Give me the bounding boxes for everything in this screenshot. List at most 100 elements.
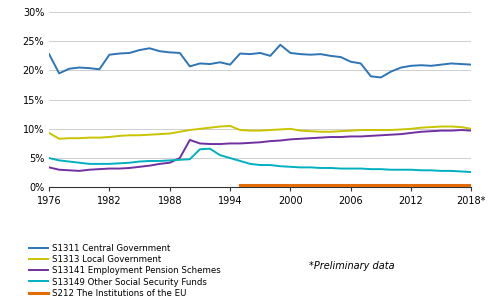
S1313 Local Government: [147, 133, 153, 137]
S13149 Other Social Security Funds: [46, 156, 52, 160]
S1311 Central Government: [247, 52, 253, 56]
S1311 Central Government: [257, 51, 263, 55]
S13141 Employment Pension Schemes: [227, 142, 233, 145]
S1313 Local Government: [428, 125, 434, 129]
S1313 Local Government: [86, 136, 92, 140]
S1311 Central Government: [157, 50, 163, 53]
S1313 Local Government: [247, 129, 253, 132]
S13149 Other Social Security Funds: [237, 159, 243, 163]
S13141 Employment Pension Schemes: [257, 140, 263, 144]
S13141 Employment Pension Schemes: [107, 167, 112, 170]
S1311 Central Government: [378, 76, 384, 79]
S13149 Other Social Security Funds: [408, 168, 414, 172]
S13149 Other Social Security Funds: [358, 167, 364, 170]
S13149 Other Social Security Funds: [197, 147, 203, 151]
S1313 Local Government: [338, 129, 344, 133]
S13149 Other Social Security Funds: [257, 163, 263, 167]
S13149 Other Social Security Funds: [267, 163, 273, 167]
S1311 Central Government: [107, 53, 112, 56]
S1313 Local Government: [438, 125, 444, 128]
S13141 Employment Pension Schemes: [76, 169, 82, 173]
S13141 Employment Pension Schemes: [348, 135, 354, 138]
S1311 Central Government: [298, 52, 303, 56]
S1313 Local Government: [46, 131, 52, 135]
S13149 Other Social Security Funds: [76, 161, 82, 165]
S1313 Local Government: [136, 133, 142, 137]
S1313 Local Government: [207, 126, 213, 130]
S1311 Central Government: [287, 51, 293, 55]
S1313 Local Government: [398, 128, 404, 131]
S13141 Employment Pension Schemes: [318, 136, 324, 140]
S212 The Institutions of the EU: [338, 183, 344, 187]
S13141 Employment Pension Schemes: [418, 130, 424, 133]
S1313 Local Government: [76, 137, 82, 140]
S13149 Other Social Security Funds: [247, 162, 253, 166]
S1313 Local Government: [127, 133, 133, 137]
S1311 Central Government: [468, 63, 474, 66]
S212 The Institutions of the EU: [287, 183, 293, 187]
S212 The Institutions of the EU: [327, 183, 333, 187]
S1313 Local Government: [378, 128, 384, 132]
S13141 Employment Pension Schemes: [408, 131, 414, 135]
S1313 Local Government: [237, 128, 243, 132]
Line: S13149 Other Social Security Funds: S13149 Other Social Security Funds: [49, 149, 471, 172]
S1313 Local Government: [408, 127, 414, 131]
S1311 Central Government: [277, 43, 283, 47]
S13149 Other Social Security Funds: [217, 153, 223, 157]
S13149 Other Social Security Funds: [157, 159, 163, 163]
S1311 Central Government: [318, 52, 324, 56]
S1313 Local Government: [368, 128, 374, 132]
S1313 Local Government: [116, 134, 122, 138]
S13149 Other Social Security Funds: [348, 167, 354, 170]
S1313 Local Government: [66, 137, 72, 140]
S1313 Local Government: [307, 129, 313, 133]
S1313 Local Government: [277, 128, 283, 131]
S1313 Local Government: [448, 125, 454, 128]
S13149 Other Social Security Funds: [227, 156, 233, 160]
S13141 Employment Pension Schemes: [237, 142, 243, 145]
S1311 Central Government: [217, 60, 223, 64]
S1313 Local Government: [298, 129, 303, 132]
S1311 Central Government: [408, 64, 414, 68]
S1311 Central Government: [267, 54, 273, 58]
S1313 Local Government: [227, 124, 233, 128]
S13141 Employment Pension Schemes: [378, 133, 384, 137]
S13141 Employment Pension Schemes: [116, 167, 122, 170]
S1313 Local Government: [327, 130, 333, 133]
S13141 Employment Pension Schemes: [327, 135, 333, 139]
S13141 Employment Pension Schemes: [307, 137, 313, 140]
S13149 Other Social Security Funds: [127, 161, 133, 165]
S212 The Institutions of the EU: [348, 183, 354, 187]
S13149 Other Social Security Funds: [338, 167, 344, 170]
S13149 Other Social Security Funds: [177, 158, 183, 162]
S1313 Local Government: [217, 125, 223, 128]
S13149 Other Social Security Funds: [116, 162, 122, 165]
S1313 Local Government: [107, 135, 112, 139]
S13141 Employment Pension Schemes: [287, 137, 293, 141]
S212 The Institutions of the EU: [358, 183, 364, 187]
Line: S1313 Local Government: S1313 Local Government: [49, 126, 471, 139]
S13149 Other Social Security Funds: [327, 166, 333, 170]
S13141 Employment Pension Schemes: [247, 141, 253, 145]
S13141 Employment Pension Schemes: [267, 139, 273, 143]
S13141 Employment Pension Schemes: [298, 137, 303, 141]
S13149 Other Social Security Funds: [459, 170, 464, 173]
S1311 Central Government: [116, 52, 122, 55]
S13141 Employment Pension Schemes: [197, 142, 203, 145]
S1313 Local Government: [257, 129, 263, 132]
S1311 Central Government: [46, 52, 52, 56]
S13149 Other Social Security Funds: [207, 147, 213, 150]
S13141 Employment Pension Schemes: [157, 162, 163, 166]
S1311 Central Government: [459, 62, 464, 66]
S13141 Employment Pension Schemes: [187, 138, 193, 142]
S13149 Other Social Security Funds: [147, 159, 153, 163]
S13141 Employment Pension Schemes: [147, 164, 153, 167]
S1311 Central Government: [348, 60, 354, 63]
Text: *Preliminary data: *Preliminary data: [309, 261, 395, 271]
S212 The Institutions of the EU: [418, 183, 424, 187]
S1311 Central Government: [368, 75, 374, 78]
S212 The Institutions of the EU: [428, 183, 434, 187]
S13149 Other Social Security Funds: [136, 160, 142, 163]
S13141 Employment Pension Schemes: [358, 135, 364, 138]
S13141 Employment Pension Schemes: [56, 168, 62, 172]
